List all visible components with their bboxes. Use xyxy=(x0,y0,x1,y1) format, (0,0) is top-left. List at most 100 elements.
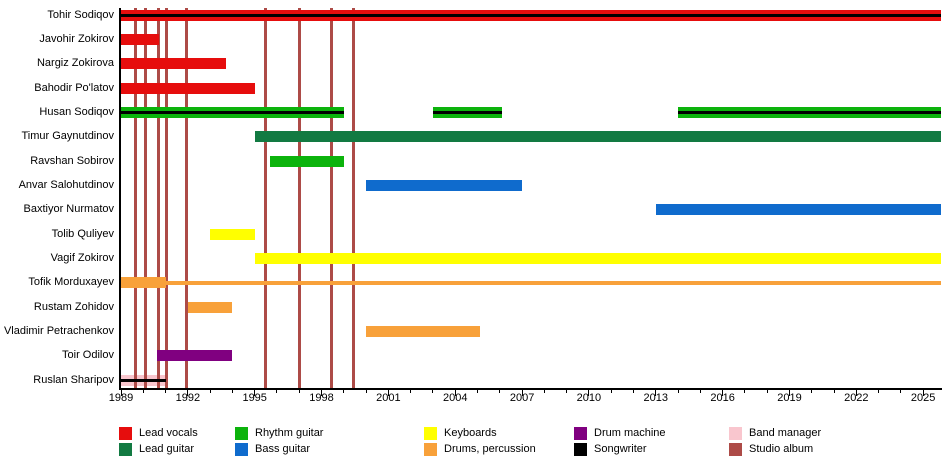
legend-label-band-manager: Band manager xyxy=(749,427,822,439)
legend-swatch-lead-vocals xyxy=(119,427,132,440)
member-label: Husan Sodiqov xyxy=(39,106,114,119)
studio-album-line xyxy=(144,8,147,389)
member-label: Javohir Zokirov xyxy=(39,33,114,46)
timeline-bar-drums xyxy=(187,301,233,313)
timeline-bar-bass-guitar xyxy=(655,204,941,216)
minor-tick xyxy=(298,390,300,393)
timeline-bar-keyboards xyxy=(254,253,941,265)
minor-tick xyxy=(142,390,144,393)
minor-tick xyxy=(744,390,746,393)
legend-swatch-keyboards xyxy=(424,427,437,440)
legend-label-keyboards: Keyboards xyxy=(444,427,497,439)
member-label: Tohir Sodiqov xyxy=(47,8,114,21)
major-tick xyxy=(254,390,256,396)
member-label: Rustam Zohidov xyxy=(33,300,114,313)
member-label: Tofik Morduxayev xyxy=(28,276,114,289)
timeline-bar-songwriter xyxy=(432,110,503,115)
member-label: Tolib Quliyev xyxy=(51,227,114,240)
timeline-bar-lead-vocals xyxy=(121,58,226,70)
legend-swatch-studio-album xyxy=(729,443,742,456)
minor-tick xyxy=(633,390,634,393)
minor-tick xyxy=(365,390,367,393)
major-tick xyxy=(321,390,323,396)
minor-tick xyxy=(900,390,902,393)
legend-label-songwriter: Songwriter xyxy=(594,443,647,455)
member-label: Baxtiyor Nurmatov xyxy=(23,203,114,216)
minor-tick xyxy=(165,390,167,393)
timeline-bar-rhythm-guitar xyxy=(270,155,344,167)
timeline-bar-lead-vocals xyxy=(121,82,255,94)
legend-swatch-drums xyxy=(424,443,437,456)
major-tick xyxy=(120,390,122,396)
major-tick xyxy=(922,390,924,396)
minor-tick xyxy=(811,390,813,393)
studio-album-line xyxy=(297,8,301,389)
legend-label-drums: Drums, percussion xyxy=(444,443,536,455)
timeline-bar-bass-guitar xyxy=(366,180,523,192)
major-tick xyxy=(521,390,523,396)
studio-album-line xyxy=(165,8,169,389)
minor-tick xyxy=(610,390,612,393)
minor-tick xyxy=(276,390,278,393)
major-tick xyxy=(655,390,657,396)
x-tick-label: 1998 xyxy=(309,392,334,404)
member-label: Nargiz Zokirova xyxy=(36,57,114,70)
legend-label-studio-album: Studio album xyxy=(749,443,814,455)
minor-tick xyxy=(477,390,479,393)
timeline-bar-drums xyxy=(121,277,166,289)
studio-album-line xyxy=(264,8,268,389)
x-tick-label: 1989 xyxy=(108,392,134,404)
x-tick-label: 1992 xyxy=(175,392,201,404)
major-tick xyxy=(722,390,724,396)
x-tick-label: 2013 xyxy=(643,392,669,404)
x-axis-line xyxy=(119,388,942,390)
minor-tick xyxy=(432,390,434,393)
major-tick xyxy=(788,390,790,396)
minor-tick xyxy=(677,390,679,393)
legend-label-drum-machine: Drum machine xyxy=(594,427,666,439)
legend-swatch-rhythm-guitar xyxy=(235,427,248,440)
studio-album-line xyxy=(133,8,137,389)
timeline-bar-drums xyxy=(366,326,480,338)
minor-tick xyxy=(766,390,768,393)
timeline-bar-keyboards xyxy=(210,228,255,240)
studio-album-line xyxy=(330,8,334,389)
major-tick xyxy=(454,390,456,396)
timeline-bar-drums xyxy=(165,280,941,285)
legend-label-lead-guitar: Lead guitar xyxy=(139,443,195,455)
major-tick xyxy=(855,390,857,396)
minor-tick xyxy=(343,390,345,393)
major-tick xyxy=(387,390,389,396)
legend-swatch-drum-machine xyxy=(574,427,587,440)
member-label: Toir Odilov xyxy=(62,349,114,362)
legend-swatch-songwriter xyxy=(574,443,587,456)
timeline-bar-songwriter xyxy=(121,110,344,115)
x-tick-label: 2019 xyxy=(777,392,802,404)
member-label: Anvar Salohutdinov xyxy=(18,179,114,192)
x-tick-label: 2007 xyxy=(509,392,535,404)
x-tick-label: 2025 xyxy=(910,392,936,404)
x-tick-label: 2022 xyxy=(844,392,869,404)
minor-tick xyxy=(209,390,211,393)
member-label: Bahodir Po'latov xyxy=(34,81,114,94)
legend-label-rhythm-guitar: Rhythm guitar xyxy=(255,427,324,439)
y-axis-line xyxy=(119,8,121,390)
minor-tick xyxy=(699,390,701,393)
minor-tick xyxy=(499,390,501,393)
x-tick-label: 2016 xyxy=(710,392,735,404)
studio-album-line xyxy=(185,8,189,389)
minor-tick xyxy=(543,390,545,393)
member-label: Vagif Zokirov xyxy=(50,252,114,265)
major-tick xyxy=(588,390,590,396)
member-label: Ruslan Sharipov xyxy=(33,373,114,386)
major-tick xyxy=(187,390,189,396)
x-tick-label: 2001 xyxy=(376,392,401,404)
studio-album-line xyxy=(157,8,161,389)
legend-swatch-lead-guitar xyxy=(119,443,132,456)
timeline-bar-lead-vocals xyxy=(121,34,159,46)
member-label: Ravshan Sobirov xyxy=(30,154,114,167)
minor-tick xyxy=(410,390,412,393)
timeline-bar-lead-guitar xyxy=(254,131,941,143)
member-label: Timur Gaynutdinov xyxy=(21,130,114,143)
